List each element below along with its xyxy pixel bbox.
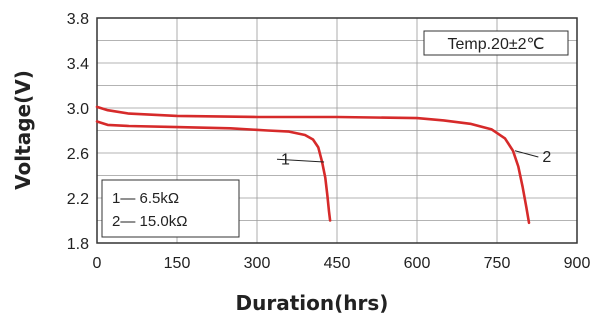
- y-tick-label: 3.8: [67, 11, 89, 28]
- y-tick-label: 2.6: [67, 146, 89, 163]
- y-tick-label: 2.2: [67, 191, 89, 208]
- y-tick-label: 1.8: [67, 236, 89, 253]
- series-line-1: [95, 120, 332, 222]
- series-label-leader: [276, 158, 325, 163]
- series-label-leader: [514, 150, 539, 158]
- legend-box: 1— 6.5kΩ 2— 15.0kΩ: [101, 179, 240, 238]
- x-tick-label: 300: [244, 255, 271, 272]
- legend-entry-2: 2— 15.0kΩ: [112, 213, 187, 230]
- x-tick-label: 900: [564, 255, 591, 272]
- x-tick-label: 750: [484, 255, 511, 272]
- x-tick-label: 450: [324, 255, 351, 272]
- series-label-2: 2: [542, 149, 551, 166]
- series-label-1: 1: [281, 151, 290, 168]
- y-tick-label: 3.0: [67, 101, 89, 118]
- x-axis-title: Duration(hrs): [236, 291, 389, 315]
- y-tick-label: 3.4: [67, 56, 89, 73]
- tick-labels: 0 150 300 450 600 750 900 1.8 2.2 2.6 3.0 3.4 3.8: [67, 11, 591, 272]
- temperature-note-box: Temp.20±2℃: [423, 30, 569, 56]
- x-tick-label: 0: [93, 255, 102, 272]
- temperature-note: Temp.20±2℃: [447, 36, 544, 53]
- x-tick-label: 600: [404, 255, 431, 272]
- series-line-2: [95, 105, 531, 225]
- y-axis-title: Voltage(V): [11, 70, 35, 190]
- legend-entry-1: 1— 6.5kΩ: [112, 190, 179, 207]
- x-tick-label: 150: [164, 255, 191, 272]
- plot-frame: [96, 17, 578, 244]
